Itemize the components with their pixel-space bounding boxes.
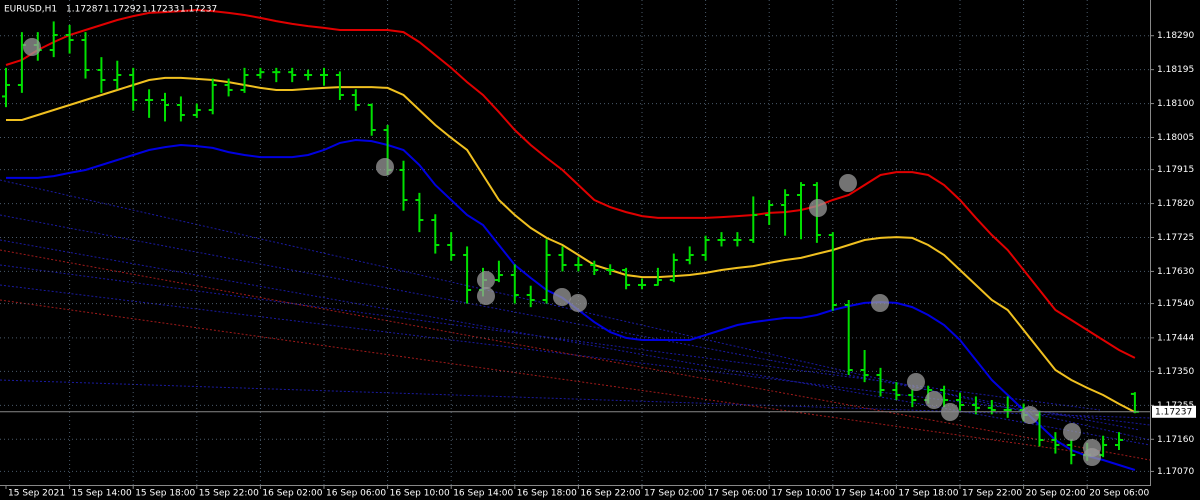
x-tick-label: 17 Sep 10:00 bbox=[771, 489, 831, 499]
symbol: EURUSD,H1 bbox=[4, 5, 57, 15]
y-tick-label: 1.17630 bbox=[1157, 267, 1194, 277]
x-tick-label: 16 Sep 02:00 bbox=[262, 489, 322, 499]
x-tick-label: 15 Sep 14:00 bbox=[72, 489, 132, 499]
signal bbox=[553, 288, 571, 306]
signal bbox=[925, 391, 943, 409]
price-axis-line bbox=[1150, 0, 1151, 485]
x-tick-label: 16 Sep 14:00 bbox=[453, 489, 513, 499]
y-tick-label: 1.18100 bbox=[1157, 99, 1194, 109]
x-tick-label: 17 Sep 02:00 bbox=[644, 489, 704, 499]
signal bbox=[477, 271, 495, 289]
trend-line bbox=[0, 249, 1151, 461]
trend-line bbox=[0, 214, 1141, 431]
x-tick-label: 16 Sep 10:00 bbox=[390, 489, 450, 499]
signal bbox=[1021, 406, 1039, 424]
x-tick-label: 16 Sep 22:00 bbox=[580, 489, 640, 499]
x-tick-label: 15 Sep 22:00 bbox=[199, 489, 259, 499]
y-tick-label: 1.17725 bbox=[1157, 233, 1194, 243]
y-tick-label: 1.17444 bbox=[1157, 333, 1194, 343]
signal bbox=[1083, 448, 1101, 466]
header-open: 1.17287 bbox=[66, 5, 103, 15]
y-tick-label: 1.17070 bbox=[1157, 467, 1194, 477]
y-tick-label: 1.18195 bbox=[1157, 65, 1194, 75]
y-tick-label: 1.18290 bbox=[1157, 31, 1194, 41]
signal bbox=[1063, 423, 1081, 441]
header-close: 1.17237 bbox=[180, 5, 217, 15]
y-tick-label: 1.18005 bbox=[1157, 133, 1194, 143]
indicator-line bbox=[5, 8, 1136, 359]
bid-label-box bbox=[1152, 405, 1196, 418]
time-axis-line bbox=[0, 485, 1151, 486]
x-tick-label: 15 Sep 2021 bbox=[8, 489, 65, 499]
bid-label: 1.17237 bbox=[1155, 407, 1192, 417]
y-tick-label: 1.17350 bbox=[1157, 367, 1194, 377]
y-tick-label: 1.17820 bbox=[1157, 199, 1194, 209]
signal bbox=[871, 294, 889, 312]
x-tick-label: 17 Sep 06:00 bbox=[708, 489, 768, 499]
signal bbox=[23, 38, 41, 56]
signal bbox=[907, 373, 925, 391]
indicator-line bbox=[6, 76, 1136, 413]
x-tick-label: 20 Sep 02:00 bbox=[1026, 489, 1086, 499]
header-low: 1.17233 bbox=[142, 5, 179, 15]
x-tick-label: 17 Sep 14:00 bbox=[835, 489, 895, 499]
axes: 1.18290 1.18195 1.18100 1.18005 1.17915 1.178… bbox=[0, 31, 1196, 499]
trend-line bbox=[0, 299, 1101, 456]
x-tick-label: 16 Sep 18:00 bbox=[517, 489, 577, 499]
trend-line bbox=[0, 284, 1151, 426]
x-tick-label: 15 Sep 18:00 bbox=[135, 489, 195, 499]
x-tick-label: 16 Sep 06:00 bbox=[326, 489, 386, 499]
price-bars bbox=[2, 21, 1139, 465]
x-tick-label: 17 Sep 18:00 bbox=[898, 489, 958, 499]
signal bbox=[809, 199, 827, 217]
y-tick-label: 1.17915 bbox=[1157, 165, 1194, 175]
signal bbox=[839, 174, 857, 192]
signal bbox=[569, 294, 587, 312]
signal bbox=[376, 158, 394, 176]
header: EURUSD,H1 1.17287 1.17292 1.17233 1.1723… bbox=[4, 5, 217, 15]
header-high: 1.17292 bbox=[104, 5, 141, 15]
x-tick-label: 20 Sep 06:00 bbox=[1089, 489, 1149, 499]
y-tick-label: 1.17160 bbox=[1157, 435, 1194, 445]
y-tick-label: 1.17540 bbox=[1157, 299, 1194, 309]
x-tick-label: 17 Sep 22:00 bbox=[962, 489, 1022, 499]
signal bbox=[477, 287, 495, 305]
